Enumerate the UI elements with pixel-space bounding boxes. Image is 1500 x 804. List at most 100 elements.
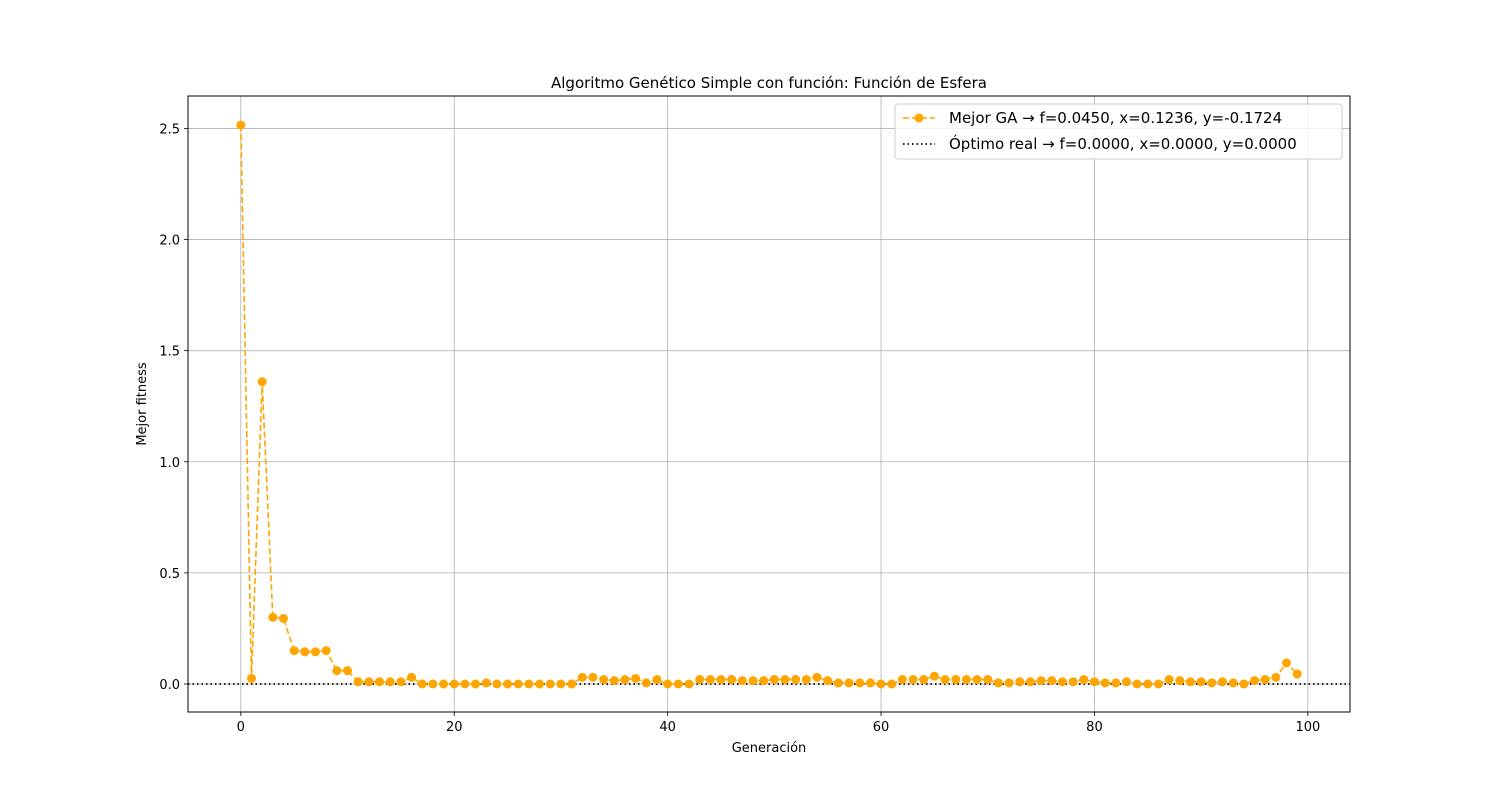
ga-point bbox=[983, 675, 993, 685]
ga-point bbox=[993, 678, 1003, 688]
ga-point bbox=[1217, 677, 1227, 687]
ga-point bbox=[1036, 676, 1046, 686]
ga-point bbox=[673, 679, 683, 689]
x-tick-label: 0 bbox=[237, 720, 245, 735]
ga-point bbox=[268, 612, 278, 622]
ga-point bbox=[1250, 676, 1260, 686]
ga-point bbox=[588, 672, 598, 682]
ga-point bbox=[599, 675, 609, 685]
ga-point bbox=[449, 679, 459, 689]
ga-point bbox=[716, 675, 726, 685]
x-tick-label: 80 bbox=[1086, 720, 1103, 735]
ga-point bbox=[1175, 676, 1185, 686]
x-tick-label: 100 bbox=[1295, 720, 1320, 735]
ga-point bbox=[1121, 677, 1131, 687]
axis-ticks: 0 20 40 60 80 100 0.0 0.5 1.0 1.5 2.0 2.5 bbox=[159, 122, 1320, 735]
ga-point bbox=[332, 666, 342, 676]
ga-point bbox=[972, 675, 982, 685]
ga-point bbox=[1271, 672, 1281, 682]
ga-point bbox=[1132, 679, 1142, 689]
ga-point bbox=[1196, 677, 1206, 687]
ga-point bbox=[300, 647, 310, 657]
ga-point bbox=[471, 679, 481, 689]
plot-frame bbox=[187, 95, 1351, 713]
ga-point bbox=[417, 679, 427, 689]
y-tick-label: 0.0 bbox=[159, 678, 180, 693]
ga-point bbox=[343, 666, 353, 676]
ga-point bbox=[812, 672, 822, 682]
series-ga bbox=[236, 120, 1302, 689]
ga-point bbox=[748, 676, 758, 686]
legend-label-ga: Mejor GA → f=0.0450, x=0.1236, y=-0.1724 bbox=[949, 109, 1282, 127]
ga-point bbox=[567, 679, 577, 689]
ga-point bbox=[321, 646, 331, 656]
ga-point bbox=[1292, 669, 1302, 679]
ga-point bbox=[236, 120, 246, 130]
ga-point bbox=[1153, 679, 1163, 689]
ga-point bbox=[257, 377, 267, 387]
ga-point bbox=[503, 679, 513, 689]
ga-point bbox=[769, 675, 779, 685]
ga-point bbox=[684, 679, 694, 689]
ga-point bbox=[908, 675, 918, 685]
ga-point bbox=[1282, 658, 1292, 668]
ga-point bbox=[407, 672, 417, 682]
ga-point bbox=[246, 673, 256, 683]
y-tick-label: 2.5 bbox=[159, 122, 180, 137]
ga-point bbox=[1079, 675, 1089, 685]
ga-point bbox=[556, 679, 566, 689]
ga-point bbox=[1207, 678, 1217, 688]
ga-point bbox=[609, 676, 619, 686]
ga-point bbox=[1111, 678, 1121, 688]
legend-label-optimum: Óptimo real → f=0.0000, x=0.0000, y=0.00… bbox=[949, 134, 1297, 153]
ga-point bbox=[364, 677, 374, 687]
y-axis-label: Mejor fitness bbox=[135, 362, 150, 446]
ga-point bbox=[375, 677, 385, 687]
ga-point bbox=[1057, 677, 1067, 687]
ga-point bbox=[278, 613, 288, 623]
x-axis-label: Generación bbox=[732, 741, 807, 756]
ga-point bbox=[289, 646, 299, 656]
legend-marker-ga bbox=[914, 113, 924, 123]
ga-point bbox=[428, 679, 438, 689]
ga-point bbox=[385, 677, 395, 687]
ga-point bbox=[663, 679, 673, 689]
ga-point bbox=[951, 675, 961, 685]
ga-point bbox=[759, 676, 769, 686]
ga-point bbox=[652, 675, 662, 685]
x-tick-label: 40 bbox=[659, 720, 676, 735]
ga-point bbox=[791, 675, 801, 685]
ga-point bbox=[844, 678, 854, 688]
ga-point bbox=[1228, 678, 1238, 688]
ga-point bbox=[396, 677, 406, 687]
ga-point bbox=[1047, 676, 1057, 686]
ga-point bbox=[1185, 677, 1195, 687]
ga-point bbox=[524, 679, 534, 689]
ga-series-line bbox=[240, 125, 1298, 685]
ga-point bbox=[1025, 677, 1035, 687]
ga-point bbox=[833, 678, 843, 688]
ga-point bbox=[481, 678, 491, 688]
ga-point bbox=[1068, 677, 1078, 687]
x-tick-label: 60 bbox=[873, 720, 890, 735]
legend: Mejor GA → f=0.0450, x=0.1236, y=-0.1724… bbox=[894, 103, 1343, 160]
y-tick-label: 1.5 bbox=[159, 345, 180, 360]
chart-title: Algoritmo Genético Simple con función: F… bbox=[551, 74, 987, 92]
ga-point bbox=[631, 673, 641, 683]
ga-point bbox=[855, 678, 865, 688]
ga-point bbox=[513, 679, 523, 689]
ga-point bbox=[929, 671, 939, 681]
ga-point bbox=[577, 672, 587, 682]
y-tick-label: 1.0 bbox=[159, 456, 180, 471]
ga-point bbox=[940, 675, 950, 685]
ga-point bbox=[823, 676, 833, 686]
y-tick-label: 2.0 bbox=[159, 234, 180, 249]
ga-point bbox=[1164, 675, 1174, 685]
ga-point bbox=[801, 675, 811, 685]
ga-point bbox=[1239, 679, 1249, 689]
ga-point bbox=[727, 675, 737, 685]
x-tick-label: 20 bbox=[446, 720, 463, 735]
ga-point bbox=[620, 675, 630, 685]
